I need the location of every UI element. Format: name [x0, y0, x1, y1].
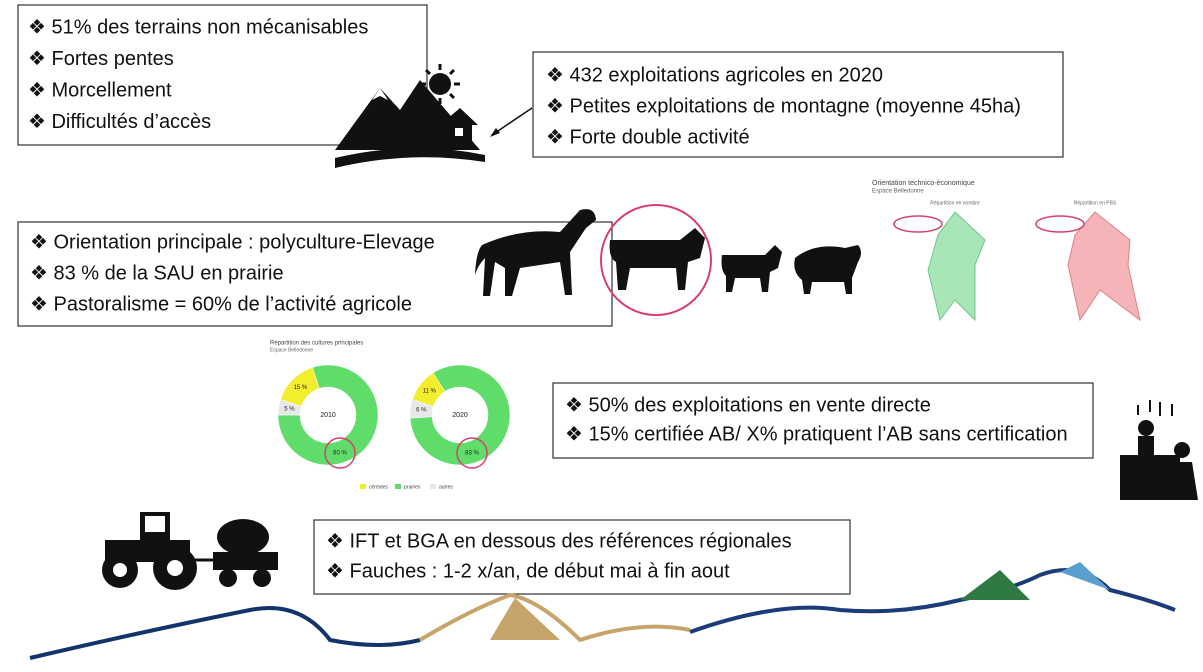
donut-title: 2010 — [320, 412, 336, 419]
value-label: 5 % — [284, 406, 295, 412]
bullet-item: ❖ Fauches : 1-2 x/an, de début mai à fin… — [326, 560, 730, 582]
legend-label: autres — [439, 484, 453, 490]
value-label: 83 % — [465, 451, 479, 457]
legend-label: prairies — [404, 484, 421, 490]
legend-swatch — [430, 484, 436, 489]
value-label: 6 % — [416, 408, 427, 414]
bullet-item: ❖ IFT et BGA en dessous des références r… — [326, 530, 792, 552]
legend-swatch — [360, 484, 366, 489]
page: Orientation technico-économique Espace B… — [0, 0, 1203, 667]
radar-label: Répartition en PBS — [1074, 200, 1117, 206]
bullet-item: ❖ Morcellement — [28, 79, 172, 101]
slide: Orientation technico-économique Espace B… — [0, 0, 1203, 667]
donut-title: Répartition des cultures principales — [270, 341, 363, 347]
market-icon — [1120, 400, 1198, 500]
bullet-item: ❖ 50% des exploitations en vente directe — [565, 394, 931, 416]
donut-subtitle: Espace Belledonne — [270, 347, 313, 353]
bullet-item: ❖ 51% des terrains non mécanisables — [28, 16, 368, 38]
donut-title: 2020 — [452, 412, 468, 419]
value-label: 80 % — [333, 451, 347, 457]
bullet-item: ❖ 83 % de la SAU en prairie — [30, 262, 284, 284]
bullet-item: ❖ Pastoralisme = 60% de l’activité agric… — [30, 293, 412, 315]
radar-label: Répartition en nombre — [930, 200, 980, 206]
bullet-item: ❖ Petites exploitations de montagne (moy… — [546, 95, 1021, 117]
value-label: 11 % — [423, 389, 437, 395]
bullet-item: ❖ Fortes pentes — [28, 48, 174, 70]
tractor-icon — [102, 512, 278, 590]
bullet-item: ❖ Difficultés d’accès — [28, 111, 211, 133]
bullet-item: ❖ 432 exploitations agricoles en 2020 — [546, 64, 883, 86]
bullet-item: ❖ Forte double activité — [546, 126, 750, 148]
bullet-item: ❖ Orientation principale : polyculture-E… — [30, 231, 435, 253]
legend-swatch — [395, 484, 401, 489]
bullet-item: ❖ 15% certifiée AB/ X% pratiquent l’AB s… — [565, 423, 1068, 445]
value-label: 15 % — [294, 385, 308, 391]
legend-label: céréales — [369, 484, 388, 490]
arrow-head — [490, 128, 500, 137]
radar-title: Orientation technico-économique — [872, 180, 975, 187]
radar-figure: Orientation technico-économique Espace B… — [872, 180, 1140, 320]
radar-subtitle: Espace Belledonne — [872, 189, 924, 195]
